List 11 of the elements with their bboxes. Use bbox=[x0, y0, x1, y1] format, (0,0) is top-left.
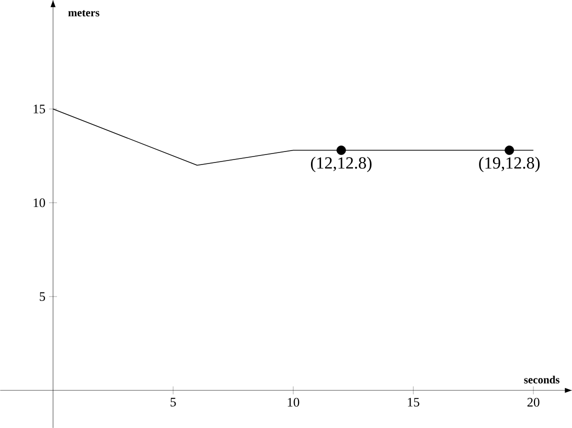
y-axis-title: meters bbox=[68, 10, 100, 16]
x-tick-label: 20 bbox=[527, 398, 540, 407]
x-tick-label: 10 bbox=[288, 398, 300, 407]
y-tick-label: 15 bbox=[34, 104, 46, 114]
x-tick-label: 5 bbox=[170, 398, 176, 406]
y-tick-label: 10 bbox=[34, 198, 46, 208]
annotation: (12,12.8) bbox=[310, 156, 372, 172]
y-tick-label: 5 bbox=[40, 292, 46, 301]
annotation: (19,12.8) bbox=[479, 156, 540, 172]
x-axis-title: seconds bbox=[524, 376, 560, 384]
x-tick-label: 15 bbox=[408, 398, 420, 406]
